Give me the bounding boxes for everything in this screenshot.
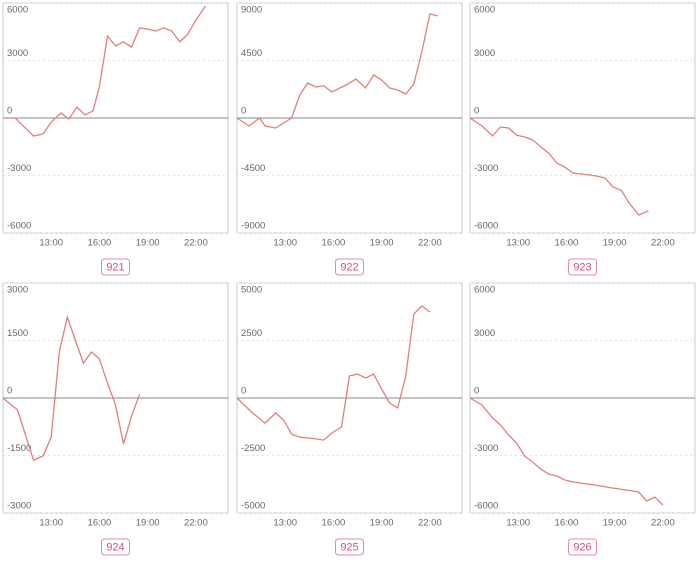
y-tick-label: -3000 xyxy=(7,163,31,174)
y-tick-label: 0 xyxy=(241,106,246,117)
chart-label-box xyxy=(101,538,130,556)
y-tick-label: 0 xyxy=(7,106,12,117)
y-tick-label: 0 xyxy=(474,386,479,397)
y-tick-label: -6000 xyxy=(474,501,498,512)
x-tick-label: 22:00 xyxy=(184,518,208,529)
y-tick-label: 3000 xyxy=(474,48,495,59)
y-tick-label: 9000 xyxy=(241,5,262,16)
chart-label-box xyxy=(101,258,130,276)
chart-label: 924 xyxy=(106,541,124,553)
y-tick-label: 3000 xyxy=(474,328,495,339)
x-tick-label: 19:00 xyxy=(136,238,160,249)
y-tick-label: -6000 xyxy=(474,221,498,232)
x-tick-label: 16:00 xyxy=(322,518,346,529)
x-tick-label: 16:00 xyxy=(555,238,579,249)
y-tick-label: -6000 xyxy=(7,221,31,232)
y-tick-label: 0 xyxy=(474,106,479,117)
x-tick-label: 16:00 xyxy=(555,518,579,529)
chart-label-box xyxy=(568,538,597,556)
y-tick-label: 6000 xyxy=(474,5,495,16)
data-line xyxy=(236,13,439,129)
y-tick-label: 3000 xyxy=(7,48,28,59)
data-line xyxy=(469,117,649,216)
x-tick-label: 16:00 xyxy=(88,518,112,529)
data-line xyxy=(3,5,207,137)
x-tick-label: 19:00 xyxy=(603,238,627,249)
x-tick-label: 19:00 xyxy=(370,238,394,249)
x-tick-label: 13:00 xyxy=(506,518,530,529)
y-tick-label: 3000 xyxy=(7,285,28,296)
y-tick-label: 0 xyxy=(7,386,12,397)
x-tick-label: 13:00 xyxy=(39,238,63,249)
x-tick-label: 19:00 xyxy=(370,518,394,529)
y-tick-label: -3000 xyxy=(7,501,31,512)
y-tick-label: -3000 xyxy=(474,443,498,454)
x-tick-label: 16:00 xyxy=(88,238,112,249)
x-tick-label: 22:00 xyxy=(418,238,442,249)
y-tick-label: -1500 xyxy=(7,443,31,454)
chart-label: 921 xyxy=(106,261,124,273)
x-tick-label: 13:00 xyxy=(506,238,530,249)
data-line xyxy=(2,314,141,461)
x-tick-label: 13:00 xyxy=(39,518,63,529)
y-tick-label: 6000 xyxy=(474,285,495,296)
y-tick-label: 6000 xyxy=(7,5,28,16)
x-tick-label: 22:00 xyxy=(184,238,208,249)
chart-label: 922 xyxy=(340,261,358,273)
chart-label-box xyxy=(335,258,364,276)
y-tick-label: 2500 xyxy=(241,328,262,339)
chart-label-box xyxy=(335,538,364,556)
x-tick-label: 19:00 xyxy=(136,518,160,529)
y-tick-label: 1500 xyxy=(7,328,28,339)
y-tick-label: -4500 xyxy=(241,163,265,174)
x-tick-label: 13:00 xyxy=(273,238,297,249)
x-tick-label: 22:00 xyxy=(651,238,675,249)
y-tick-label: -9000 xyxy=(241,221,265,232)
y-tick-label: 4500 xyxy=(241,48,262,59)
x-tick-label: 22:00 xyxy=(418,518,442,529)
data-line xyxy=(469,397,664,506)
y-tick-label: -3000 xyxy=(474,163,498,174)
x-tick-label: 16:00 xyxy=(322,238,346,249)
x-tick-label: 19:00 xyxy=(603,518,627,529)
x-tick-label: 13:00 xyxy=(273,518,297,529)
y-tick-label: 0 xyxy=(241,386,246,397)
y-tick-label: -2500 xyxy=(241,443,265,454)
y-tick-label: 5000 xyxy=(241,285,262,296)
chart-label: 926 xyxy=(573,541,591,553)
chart-label: 925 xyxy=(340,541,358,553)
x-tick-label: 22:00 xyxy=(651,518,675,529)
chart-label-box xyxy=(568,258,597,276)
y-tick-label: -5000 xyxy=(241,501,265,512)
chart-label: 923 xyxy=(573,261,591,273)
data-line xyxy=(236,305,431,441)
